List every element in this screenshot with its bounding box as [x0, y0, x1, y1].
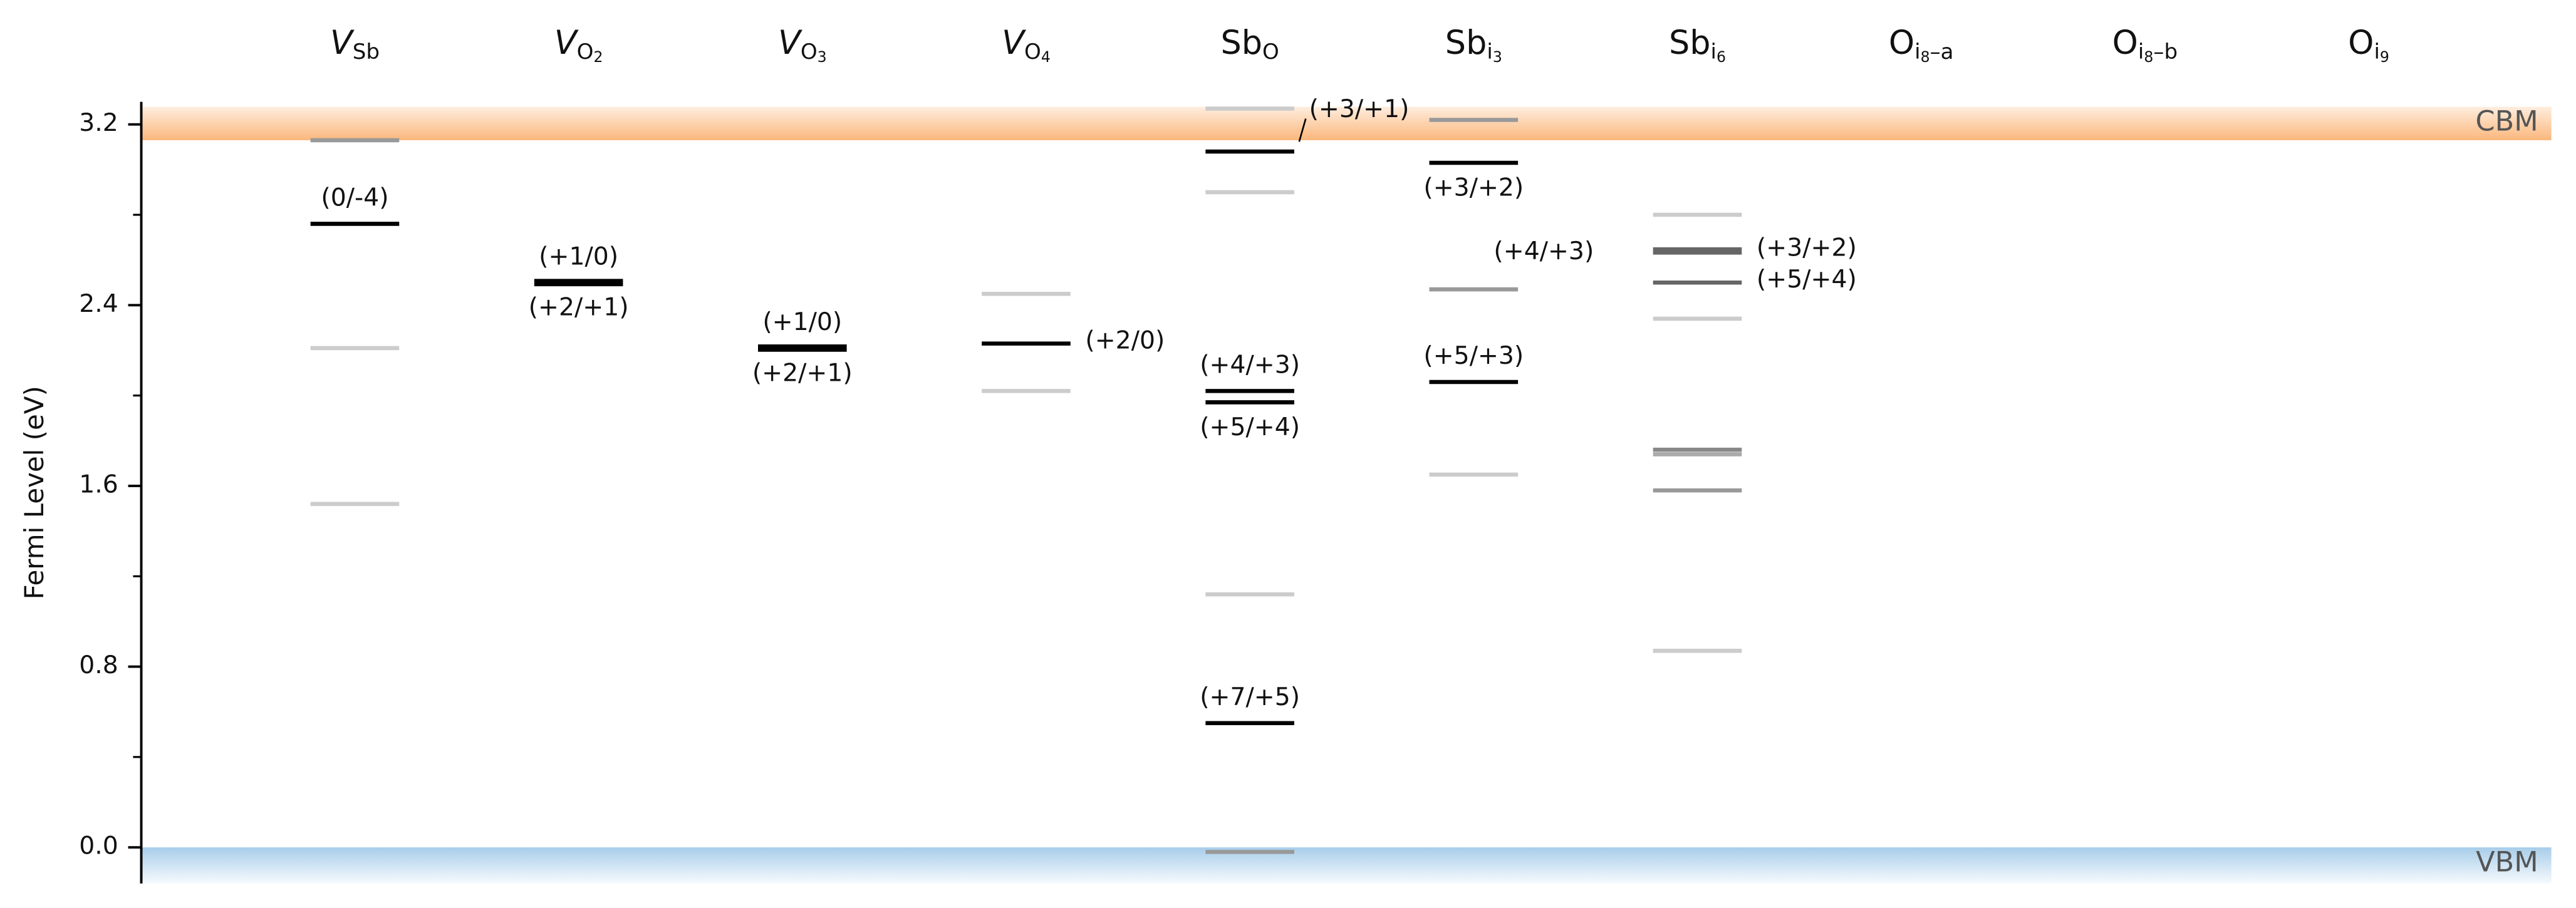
level-label: (+5/+4)	[1757, 265, 1857, 294]
level-label: (+4/+3)	[1493, 237, 1594, 266]
defect-base: Sb	[1220, 23, 1262, 61]
defect-subsub: 9	[2380, 48, 2389, 65]
defect-sub: Sb	[353, 39, 380, 64]
defect-base: Sb	[1669, 23, 1711, 61]
defect-label: VSb	[330, 23, 380, 64]
level-label: (+3/+2)	[1423, 173, 1524, 202]
defect-label: Oi8–b	[2112, 23, 2178, 65]
defect-label: Sbi6	[1669, 23, 1726, 65]
vbm-label: VBM	[2476, 845, 2538, 878]
defect-subsub: 8	[1921, 48, 1930, 65]
defect-sub: O	[577, 39, 594, 64]
defect-base: O	[1889, 23, 1914, 61]
defect-subsub: 4	[1041, 48, 1051, 65]
defect-subtail: –a	[1930, 39, 1954, 64]
defect-subsub: 6	[1716, 48, 1726, 65]
level-label: (+7/+5)	[1200, 683, 1300, 711]
level-label: (+1/0)	[762, 307, 842, 336]
defect-label: Sbi3	[1445, 23, 1502, 65]
defect-sub: i	[2138, 39, 2144, 64]
level-label: (0/-4)	[321, 183, 388, 212]
defect-subsub: 3	[818, 48, 827, 65]
defect-base: O	[2112, 23, 2138, 61]
y-tick-label: 3.2	[79, 108, 118, 137]
defect-subtail: –b	[2153, 39, 2178, 64]
y-tick-label: 1.6	[79, 470, 118, 498]
defect-base: V	[554, 23, 579, 61]
level-label: (+2/+1)	[529, 293, 629, 322]
defect-sub: O	[801, 39, 818, 64]
defect-label: Oi8–a	[1889, 23, 1954, 65]
label-leader	[1298, 118, 1307, 142]
defect-subsub: 2	[593, 48, 603, 65]
cbm-band	[141, 106, 2552, 140]
level-label: (+2/+1)	[752, 358, 853, 387]
level-label: (+1/0)	[539, 242, 618, 271]
y-tick-label: 0.8	[79, 651, 118, 679]
defect-label: VO2	[554, 23, 603, 65]
level-label: (+2/0)	[1085, 326, 1165, 355]
defect-label: VO3	[778, 23, 827, 65]
defect-sub: i	[1711, 39, 1716, 64]
defect-base: V	[778, 23, 802, 61]
level-label: (+3/+1)	[1309, 95, 1410, 123]
vbm-band	[141, 847, 2552, 884]
defect-sub: i	[1914, 39, 1920, 64]
defect-base: Sb	[1445, 23, 1487, 61]
level-label: (+3/+2)	[1757, 234, 1857, 262]
level-label: (+4/+3)	[1200, 351, 1300, 379]
defect-subsub: 8	[2144, 48, 2153, 65]
defect-base: V	[330, 23, 355, 61]
level-label: (+5/+3)	[1423, 341, 1524, 370]
defect-base: O	[2348, 23, 2374, 61]
y-axis-label: Fermi Level (eV)	[19, 386, 49, 599]
defect-label: Oi9	[2348, 23, 2389, 65]
cbm-label: CBM	[2476, 105, 2538, 138]
y-tick-label: 0.0	[79, 832, 118, 860]
defect-sub: i	[1487, 39, 1492, 64]
y-tick-label: 2.4	[79, 289, 118, 318]
defect-sub: O	[1262, 39, 1279, 64]
level-label: (+5/+4)	[1200, 413, 1300, 441]
defect-sub: O	[1024, 39, 1041, 64]
defect-subsub: 3	[1493, 48, 1502, 65]
defect-sub: i	[2374, 39, 2379, 64]
defect-label: VO4	[1002, 23, 1051, 65]
defect-base: V	[1002, 23, 1026, 61]
defect-label: SbO	[1220, 23, 1279, 64]
